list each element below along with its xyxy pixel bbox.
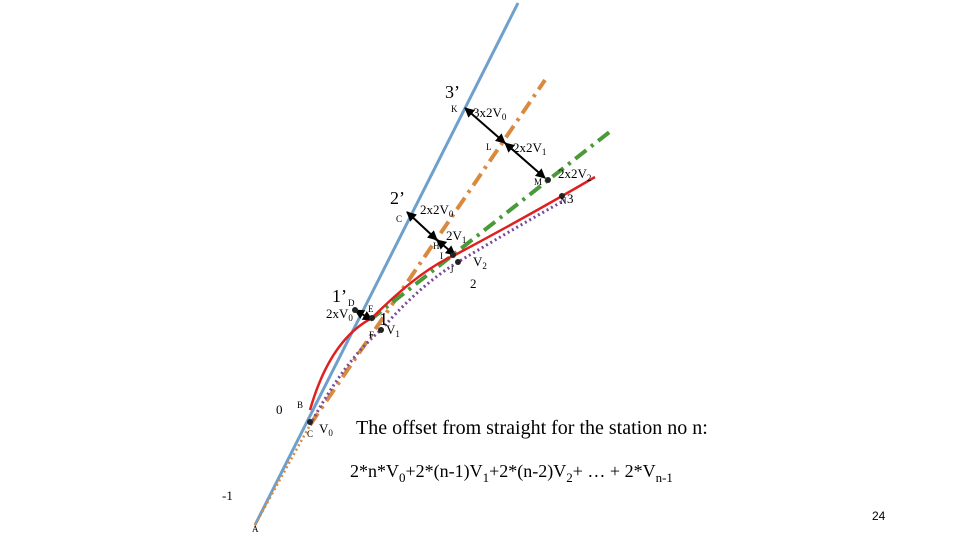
label: I: [440, 251, 443, 261]
label: J: [450, 265, 454, 275]
labels: 3’ K 3x2V0 L 2x2V1 M 2x2V2 N 3 2’ C 2x2V…: [222, 82, 591, 534]
label: M: [534, 177, 542, 187]
orange-dotted: [253, 424, 312, 526]
label: V1: [386, 322, 400, 339]
label: 2x2V1: [513, 140, 546, 157]
label: V2: [473, 254, 487, 271]
label: F: [369, 330, 374, 340]
label: C: [307, 429, 313, 439]
formula-sub: 2: [566, 470, 573, 485]
label: 2x2V2: [558, 166, 591, 183]
label: E: [368, 304, 374, 314]
formula-sub: n-1: [656, 470, 673, 485]
t: V: [386, 322, 396, 337]
label: 1’: [332, 286, 347, 306]
label: 2’: [390, 188, 405, 208]
label: C: [396, 214, 402, 224]
formula-term: +2*(n-1)V: [406, 461, 483, 482]
label: L: [486, 142, 492, 152]
points: [307, 177, 565, 425]
label: 3x2V0: [473, 105, 507, 122]
formula-sub: 1: [483, 470, 490, 485]
t: 2x2V: [420, 202, 450, 217]
sub: 1: [395, 329, 400, 339]
sub: 0: [449, 209, 454, 219]
label: 3: [567, 191, 574, 206]
caption: The offset from straight for the station…: [356, 417, 708, 439]
label: K: [451, 104, 458, 114]
t: 2xV: [326, 306, 349, 321]
label: 1: [379, 309, 388, 329]
t: V: [319, 421, 329, 436]
label: 2V1: [446, 228, 466, 245]
sub: 1: [542, 147, 547, 157]
formula-term: + … + 2*V: [573, 461, 656, 481]
label: 2x2V0: [420, 202, 454, 219]
label: 3’: [445, 82, 460, 102]
label: N: [560, 196, 567, 206]
label: -1: [222, 488, 233, 503]
label: D: [348, 298, 355, 308]
label: 2xV0: [326, 306, 353, 323]
t: 3x2V: [473, 105, 503, 120]
sub: 0: [328, 428, 333, 438]
formula-term: 2*n*V: [350, 461, 399, 481]
curve: [308, 175, 596, 411]
orange-chord: [308, 78, 547, 427]
t: 2x2V: [558, 166, 588, 181]
page-number: 24: [872, 509, 886, 523]
formula-term: +2*(n-2)V: [489, 461, 566, 482]
sub: 1: [462, 235, 467, 245]
sub: 2: [482, 261, 487, 271]
green-chord: [368, 128, 614, 322]
label: B: [297, 400, 303, 410]
formula: 2*n*V0+2*(n-1)V1+2*(n-2)V2+ … + 2*Vn-1: [350, 461, 673, 485]
label: H: [433, 241, 440, 251]
tangent-line: [253, 2, 520, 526]
label: V0: [319, 421, 333, 438]
label: 0: [276, 402, 283, 417]
formula-sub: 0: [399, 470, 406, 485]
t: 2x2V: [513, 140, 543, 155]
label: A: [252, 524, 259, 534]
sub: 2: [587, 173, 592, 183]
sub: 0: [502, 112, 507, 122]
t: V: [473, 254, 483, 269]
offset-arrows: [354, 107, 546, 321]
t: 2V: [446, 228, 463, 243]
label: 2: [470, 276, 477, 291]
sub: 0: [348, 313, 353, 323]
